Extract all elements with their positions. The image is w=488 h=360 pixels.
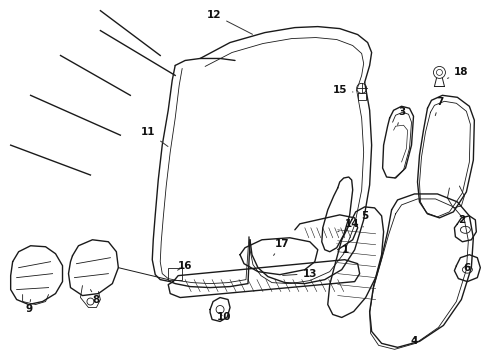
Text: 11: 11 bbox=[141, 127, 167, 147]
Text: 5: 5 bbox=[360, 211, 367, 227]
Text: 18: 18 bbox=[447, 67, 468, 78]
Text: 3: 3 bbox=[397, 107, 405, 125]
Text: 14: 14 bbox=[337, 219, 358, 232]
Text: 6: 6 bbox=[463, 263, 470, 273]
Text: 17: 17 bbox=[273, 239, 288, 256]
Text: 12: 12 bbox=[206, 10, 252, 34]
Text: 8: 8 bbox=[90, 289, 100, 305]
Text: 13: 13 bbox=[282, 269, 316, 279]
Text: 2: 2 bbox=[457, 215, 464, 228]
Text: 4: 4 bbox=[410, 336, 417, 346]
Text: 7: 7 bbox=[434, 97, 442, 116]
Text: 10: 10 bbox=[216, 312, 231, 323]
Text: 1: 1 bbox=[336, 243, 348, 255]
Bar bbox=[168, 268, 182, 280]
Text: 16: 16 bbox=[177, 261, 192, 271]
Text: 15: 15 bbox=[332, 85, 352, 95]
Text: 9: 9 bbox=[25, 300, 32, 315]
